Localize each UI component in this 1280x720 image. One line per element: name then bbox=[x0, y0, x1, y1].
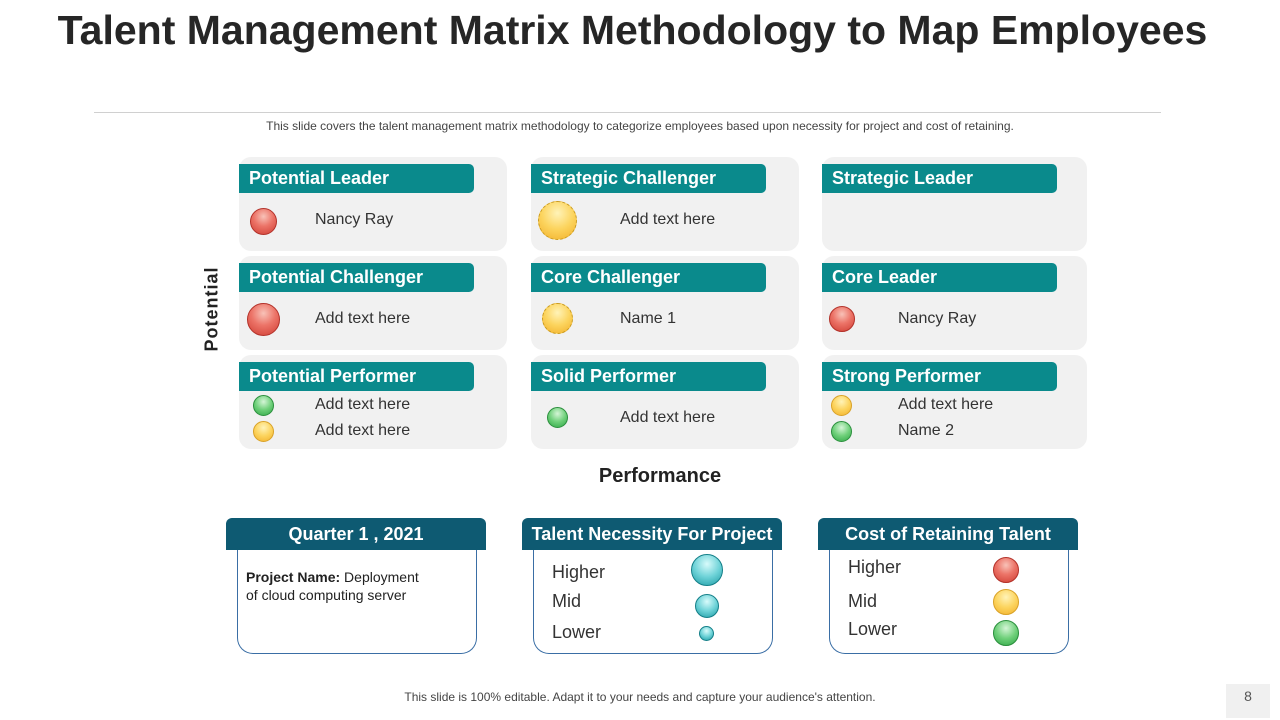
cost-card-body: Higher Mid Lower bbox=[829, 541, 1069, 654]
green-circle-icon bbox=[253, 395, 274, 416]
project-name-text: Project Name: Deployment of cloud comput… bbox=[246, 568, 419, 604]
red-circle-icon bbox=[250, 208, 277, 235]
yellow-circle-icon bbox=[538, 201, 577, 240]
cell-entry: Name 2 bbox=[898, 422, 955, 439]
red-circle-icon bbox=[247, 303, 280, 336]
yellow-circle-icon bbox=[831, 395, 852, 416]
cell-strategic-leader: Strategic Leader bbox=[822, 157, 1087, 251]
necessity-card-body: Higher Mid Lower bbox=[533, 541, 773, 654]
yellow-circle-icon bbox=[993, 589, 1019, 615]
legend-label-mid: Mid bbox=[552, 591, 582, 611]
legend-label-lower: Lower bbox=[848, 619, 898, 639]
cell-entry: Nancy Ray bbox=[898, 310, 977, 327]
cell-entry: Add text here bbox=[620, 211, 716, 228]
cell-title: Potential Leader bbox=[239, 164, 474, 193]
yellow-circle-icon bbox=[253, 421, 274, 442]
legend-label-higher: Higher bbox=[848, 557, 902, 577]
cost-card-title: Cost of Retaining Talent bbox=[818, 518, 1078, 550]
project-name-value-2: of cloud computing server bbox=[246, 587, 407, 603]
page-subtitle: This slide covers the talent management … bbox=[266, 119, 1014, 133]
cell-potential-challenger: Potential Challenger Add text here bbox=[239, 256, 507, 350]
legend-label-higher: Higher bbox=[552, 562, 606, 582]
page-number: 8 bbox=[1226, 684, 1270, 718]
cell-entry: Add text here bbox=[315, 422, 411, 439]
medium-teal-circle-icon bbox=[695, 594, 719, 618]
cell-potential-performer: Potential Performer Add text here Add te… bbox=[239, 355, 507, 449]
green-circle-icon bbox=[831, 421, 852, 442]
cell-entry: Name 1 bbox=[620, 310, 677, 327]
large-teal-circle-icon bbox=[691, 554, 723, 586]
cell-title: Core Challenger bbox=[531, 263, 766, 292]
cell-title: Strategic Challenger bbox=[531, 164, 766, 193]
cell-solid-performer: Solid Performer Add text here bbox=[531, 355, 799, 449]
cell-core-leader: Core Leader Nancy Ray bbox=[822, 256, 1087, 350]
project-name-label: Project Name: bbox=[246, 569, 341, 585]
cell-strategic-challenger: Strategic Challenger Add text here bbox=[531, 157, 799, 251]
footer-text: This slide is 100% editable. Adapt it to… bbox=[404, 690, 876, 704]
cell-entry: Add text here bbox=[898, 396, 994, 413]
necessity-card-title: Talent Necessity For Project bbox=[522, 518, 782, 550]
green-circle-icon bbox=[547, 407, 568, 428]
cell-strong-performer: Strong Performer Add text here Name 2 bbox=[822, 355, 1087, 449]
cell-entry: Nancy Ray bbox=[315, 211, 394, 228]
page-title: Talent Management Matrix Methodology to … bbox=[57, 7, 1208, 53]
cell-entry: Add text here bbox=[315, 310, 411, 327]
legend-label-lower: Lower bbox=[552, 622, 602, 642]
cell-potential-leader: Potential Leader Nancy Ray bbox=[239, 157, 507, 251]
quarter-card-body: Project Name: Deployment of cloud comput… bbox=[237, 541, 477, 654]
x-axis-label: Performance bbox=[598, 465, 722, 487]
small-teal-circle-icon bbox=[699, 626, 714, 641]
yellow-circle-icon bbox=[542, 303, 573, 334]
title-divider bbox=[94, 112, 1161, 113]
red-circle-icon bbox=[993, 557, 1019, 583]
red-circle-icon bbox=[829, 306, 855, 332]
cell-title: Strategic Leader bbox=[822, 164, 1057, 193]
green-circle-icon bbox=[993, 620, 1019, 646]
cell-title: Strong Performer bbox=[822, 362, 1057, 391]
quarter-card-title: Quarter 1 , 2021 bbox=[226, 518, 486, 550]
y-axis-label: Potential bbox=[201, 266, 222, 352]
cell-entry: Add text here bbox=[620, 409, 716, 426]
legend-label-mid: Mid bbox=[848, 591, 878, 611]
cell-title: Solid Performer bbox=[531, 362, 766, 391]
project-name-value: Deployment bbox=[344, 569, 419, 585]
cell-title: Core Leader bbox=[822, 263, 1057, 292]
cell-core-challenger: Core Challenger Name 1 bbox=[531, 256, 799, 350]
cell-entry: Add text here bbox=[315, 396, 411, 413]
cell-title: Potential Performer bbox=[239, 362, 474, 391]
cell-title: Potential Challenger bbox=[239, 263, 474, 292]
